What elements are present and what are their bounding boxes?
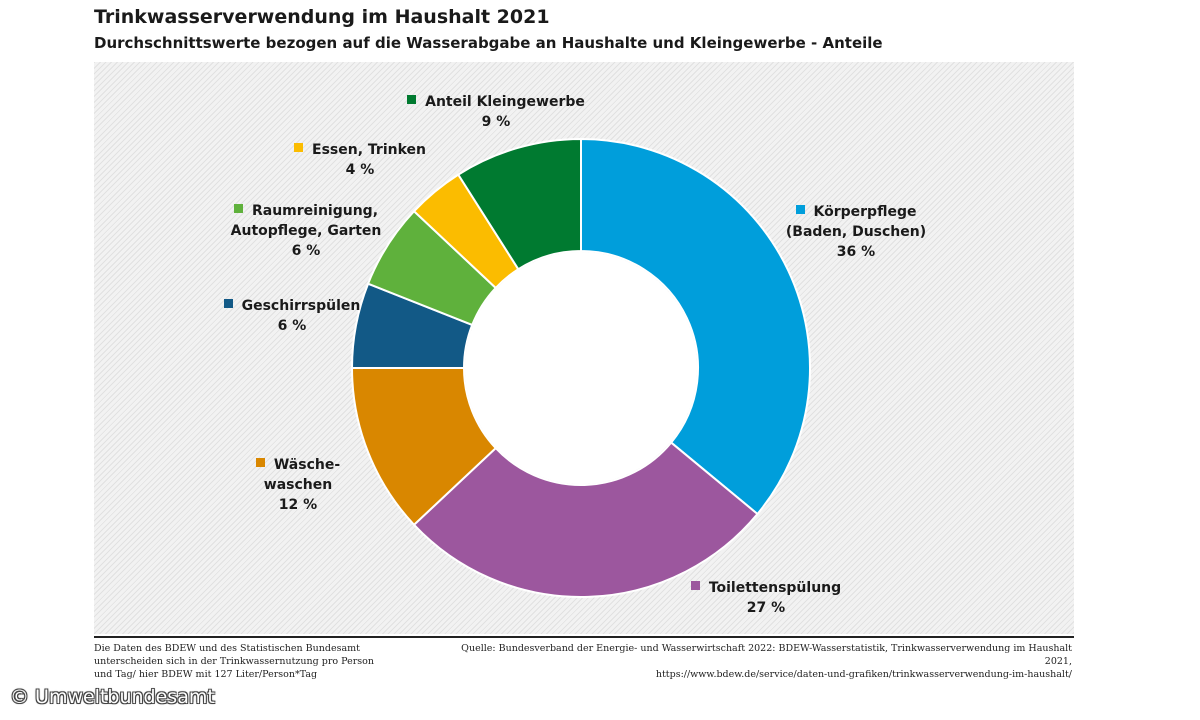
chart-subtitle: Durchschnittswerte bezogen auf die Wasse…: [94, 34, 883, 52]
source-note: Quelle: Bundesverband der Energie- und W…: [432, 642, 1072, 681]
donut-hole: [465, 252, 697, 484]
legend-name: Essen, Trinken: [312, 142, 426, 158]
legend-swatch: [795, 205, 805, 214]
legend-value: 4 %: [345, 162, 375, 178]
legend-value: 6 %: [291, 243, 321, 259]
donut-slice: [580, 137, 811, 516]
legend-item-waeschewaschen: Wäsche- waschen 12 %: [188, 455, 408, 515]
source-url: https://www.bdew.de/service/daten-und-gr…: [655, 669, 1072, 680]
donut-slice: [412, 441, 759, 598]
chart-title: Trinkwasserverwendung im Haushalt 2021: [94, 6, 550, 28]
legend-name: Raumreinigung, Autopflege, Garten: [230, 203, 382, 239]
legend-item-geschirrspuelen: Geschirrspülen 6 %: [182, 296, 402, 336]
legend-value: 27 %: [746, 600, 786, 616]
donut-slice: [456, 137, 582, 271]
source-line: Quelle: Bundesverband der Energie- und W…: [461, 643, 1072, 667]
legend-item-kleingewerbe: Anteil Kleingewerbe 9 %: [386, 92, 606, 132]
legend-name: Toilettenspülung: [708, 580, 842, 596]
baseline-rule: [94, 636, 1074, 638]
legend-item-koerperpflege: Körperpflege (Baden, Duschen) 36 %: [746, 202, 966, 262]
legend-swatch: [255, 458, 265, 467]
legend-name: Wäsche- waschen: [263, 457, 341, 493]
footnote: Die Daten des BDEW und des Statistischen…: [94, 643, 374, 680]
legend-value: 9 %: [481, 114, 511, 130]
legend-item-raumreinigung: Raumreinigung, Autopflege, Garten 6 %: [196, 201, 416, 261]
legend-item-toilettenspuelung: Toilettenspülung 27 %: [656, 578, 876, 618]
legend-item-essen-trinken: Essen, Trinken 4 %: [250, 140, 470, 180]
legend-name: Geschirrspülen: [241, 298, 361, 314]
legend-name: Anteil Kleingewerbe: [425, 94, 585, 110]
legend-value: 12 %: [278, 497, 318, 513]
copyright-watermark: © Umweltbundesamt: [10, 686, 215, 708]
legend-swatch: [223, 299, 233, 308]
legend-name: Körperpflege (Baden, Duschen): [785, 204, 927, 240]
legend-swatch: [233, 204, 243, 213]
legend-value: 6 %: [277, 318, 307, 334]
legend-swatch: [294, 143, 304, 152]
legend-swatch: [407, 95, 417, 104]
legend-value: 36 %: [836, 244, 876, 260]
legend-swatch: [690, 581, 700, 590]
